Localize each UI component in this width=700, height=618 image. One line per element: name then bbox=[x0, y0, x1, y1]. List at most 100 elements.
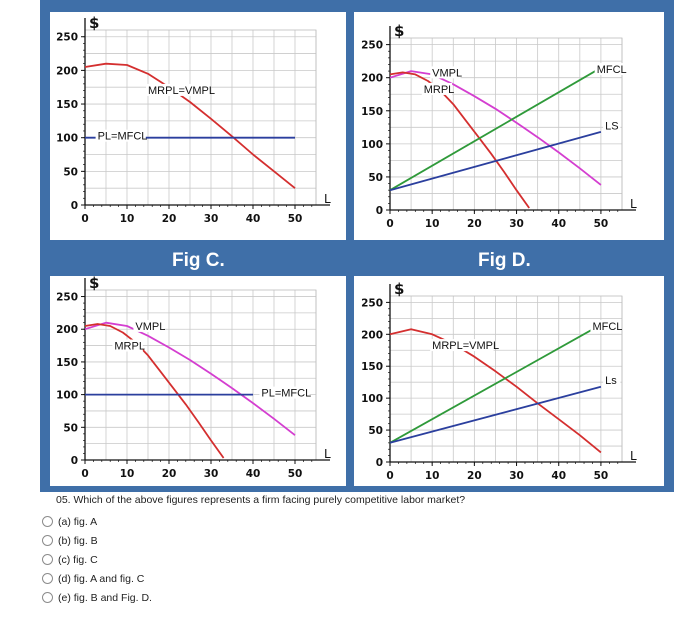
fig-d-label-bg bbox=[603, 374, 621, 387]
fig-a-xtick-label: 0 bbox=[81, 213, 88, 225]
fig-a-xtick-label: 10 bbox=[120, 213, 135, 225]
option-c[interactable]: (c) fig. C bbox=[42, 550, 676, 569]
fig-a-xtick-label: 20 bbox=[162, 213, 177, 225]
fig-a-ytick-label: 200 bbox=[56, 65, 78, 77]
radio-e[interactable] bbox=[42, 592, 53, 603]
radio-b[interactable] bbox=[42, 535, 53, 546]
frame-center bbox=[346, 0, 354, 492]
fig-b-ytick-label: 50 bbox=[368, 172, 383, 184]
fig-a-xtick-label: 40 bbox=[246, 213, 261, 225]
fig-b-ytick-label: 0 bbox=[376, 205, 383, 217]
fig-d-xtick-label: 50 bbox=[594, 470, 609, 482]
fig-b-label-mrpl: MRPL bbox=[424, 84, 455, 96]
fig-d-series-mfcl bbox=[389, 323, 602, 444]
fig-b-xtick-label: 50 bbox=[594, 218, 609, 230]
fig-d-label-bg bbox=[590, 319, 621, 332]
option-b-label: (b) fig. B bbox=[58, 534, 98, 547]
fig-a-xtick-label: 30 bbox=[204, 213, 219, 225]
fig-c-label-vmpl: VMPL bbox=[135, 321, 165, 333]
fig-a-label-bg bbox=[146, 83, 210, 96]
fig-c-ylabel: $ bbox=[89, 274, 99, 292]
chart-fig-b: 0 50 100 150 200 250 0 10 20 30 40 50 $ L VMPL MRPL MFCL… bbox=[361, 22, 637, 230]
radio-d[interactable] bbox=[42, 573, 53, 584]
option-d[interactable]: (d) fig. A and fig. C bbox=[42, 569, 676, 588]
frame-middle-band bbox=[40, 240, 674, 276]
fig-c-label-pl-mfcl: PL=MFCL bbox=[261, 388, 311, 400]
option-e[interactable]: (e) fig. B and Fig. D. bbox=[42, 588, 676, 607]
fig-d-xtick-label: 0 bbox=[386, 470, 393, 482]
fig-a-label-bg bbox=[95, 129, 146, 142]
chart-fig-d: 0 50 100 150 200 250 0 10 20 30 40 50 $ L MRPL=VMPL MFC… bbox=[361, 280, 637, 482]
fig-a-ytick-label: 50 bbox=[63, 166, 78, 178]
fig-b-label-bg bbox=[430, 66, 461, 79]
fig-c-label-bg bbox=[259, 386, 310, 399]
fig-b-series-vmpl bbox=[389, 70, 602, 186]
fig-c-xlabel: L bbox=[324, 447, 331, 461]
fig-b-ylabel: $ bbox=[394, 22, 404, 40]
fig-a-ytick-label: 250 bbox=[56, 32, 78, 44]
fig-b-label-ls: LS bbox=[605, 120, 618, 132]
fig-c-xtick-label: 50 bbox=[288, 468, 303, 480]
option-a-label: (a) fig. A bbox=[58, 515, 98, 528]
fig-c-series-mrpl bbox=[84, 323, 225, 459]
fig-d-series-mrpl-vmpl bbox=[389, 328, 602, 454]
option-e-label: (e) fig. B and Fig. D. bbox=[58, 591, 152, 604]
question-text: 05. Which of the above figures represent… bbox=[56, 494, 466, 506]
fig-b-label-bg bbox=[603, 119, 621, 132]
fig-c-ytick-label: 150 bbox=[56, 357, 78, 369]
chart-fig-a: 0 50 100 150 200 250 0 10 20 30 40 50 $ L MRPL=VMPL PL=… bbox=[56, 14, 331, 225]
option-b[interactable]: (b) fig. B bbox=[42, 531, 676, 550]
radio-a[interactable] bbox=[42, 516, 53, 527]
fig-d-xtick-label: 20 bbox=[467, 470, 482, 482]
figure-panel: Fig C. Fig D. 0 50 100 150 200 250 0 10 20 30 40 50… bbox=[40, 0, 674, 492]
fig-c-ytick-label: 50 bbox=[63, 422, 78, 434]
chart-bg-a bbox=[50, 12, 346, 240]
fig-c-ytick-label: 200 bbox=[56, 324, 78, 336]
fig-d-ytick-label: 250 bbox=[361, 297, 383, 309]
fig-b-label-vmpl: VMPL bbox=[432, 67, 462, 79]
frame-right bbox=[664, 0, 674, 492]
fig-b-ytick-label: 100 bbox=[361, 139, 383, 151]
option-c-label: (c) fig. C bbox=[58, 553, 98, 566]
fig-b-xlabel: L bbox=[630, 197, 637, 211]
fig-d-title: Fig D. bbox=[478, 250, 531, 271]
fig-c-ytick-label: 250 bbox=[56, 292, 78, 304]
option-a[interactable]: (a) fig. A bbox=[42, 512, 676, 531]
frame-bottom bbox=[40, 486, 674, 492]
fig-a-series-mrpl-vmpl bbox=[84, 62, 296, 189]
fig-b-xtick-label: 0 bbox=[386, 218, 393, 230]
fig-d-xtick-label: 10 bbox=[425, 470, 440, 482]
fig-d-label-bg bbox=[430, 339, 494, 352]
fig-a-xtick-label: 50 bbox=[288, 213, 303, 225]
fig-b-series-ls bbox=[389, 131, 602, 192]
fig-d-ytick-label: 150 bbox=[361, 361, 383, 373]
fig-c-title: Fig C. bbox=[172, 250, 225, 271]
fig-c-xtick-label: 30 bbox=[204, 468, 219, 480]
fig-d-label-ls: Ls bbox=[605, 375, 617, 387]
fig-b-xtick-label: 10 bbox=[425, 218, 440, 230]
fig-d-xlabel: L bbox=[630, 449, 637, 463]
option-d-label: (d) fig. A and fig. C bbox=[58, 572, 145, 585]
fig-d-ytick-label: 50 bbox=[368, 425, 383, 437]
fig-c-label-bg bbox=[112, 339, 143, 352]
radio-c[interactable] bbox=[42, 554, 53, 565]
fig-a-ytick-label: 0 bbox=[71, 200, 78, 212]
fig-a-ytick-label: 150 bbox=[56, 99, 78, 111]
frame-left bbox=[40, 0, 50, 492]
fig-b-xtick-label: 30 bbox=[509, 218, 524, 230]
fig-c-xtick-label: 10 bbox=[120, 468, 135, 480]
question-block: 05. Which of the above figures represent… bbox=[42, 494, 676, 607]
fig-b-ytick-label: 200 bbox=[361, 73, 383, 85]
fig-c-ytick-label: 0 bbox=[71, 455, 78, 467]
fig-d-ylabel: $ bbox=[394, 280, 404, 298]
fig-b-ytick-label: 150 bbox=[361, 106, 383, 118]
fig-d-label-mfcl: MFCL bbox=[592, 321, 622, 333]
chart-bg-c bbox=[50, 276, 346, 486]
fig-d-series-ls bbox=[389, 385, 602, 444]
fig-b-ytick-label: 250 bbox=[361, 40, 383, 52]
fig-d-ytick-label: 0 bbox=[376, 457, 383, 469]
fig-c-xtick-label: 20 bbox=[162, 468, 177, 480]
fig-a-xlabel: L bbox=[324, 192, 331, 206]
fig-c-series-vmpl bbox=[84, 321, 296, 436]
fig-b-xtick-label: 20 bbox=[467, 218, 482, 230]
